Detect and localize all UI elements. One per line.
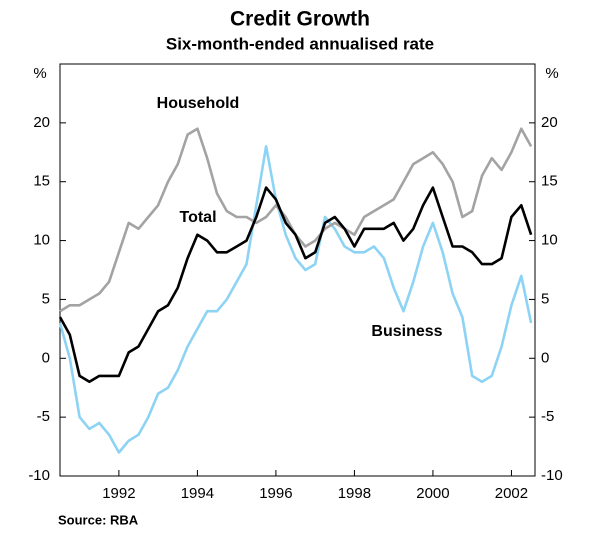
y2-tick-label: 15 [541,173,558,190]
series-line [58,186,533,384]
y-unit: % [33,65,46,82]
chart-subtitle: Six-month-ended annualised rate [166,34,434,53]
plot-frame [59,63,536,477]
series-line [59,127,533,313]
y2-tick-label: -5 [541,408,554,425]
chart-title: Credit Growth [230,8,370,31]
y-tick-label: 5 [42,290,50,307]
y-tick-label: 0 [42,349,50,366]
x-tick-label: 2002 [495,485,528,502]
y2-tick-label: 10 [541,232,558,249]
y-tick-label: 15 [33,173,50,190]
x-tick-label: 2000 [416,485,449,502]
y2-tick-label: -10 [541,467,563,484]
series-label: Total [179,209,216,226]
y2-tick-label: 20 [541,114,558,131]
y2-tick-label: 5 [541,290,549,307]
x-tick-label: 1994 [181,485,214,502]
y-tick-label: 10 [33,232,50,249]
series-label: Business [371,323,442,340]
y2-unit: % [545,65,558,82]
x-tick-label: 1998 [338,485,371,502]
source-note: Source: RBA [58,512,139,527]
y-tick-label: -5 [37,408,50,425]
x-tick-label: 1996 [259,485,292,502]
x-tick-label: 1992 [102,485,135,502]
y2-tick-label: 0 [541,349,549,366]
series-line [58,145,533,454]
y-tick-label: 20 [33,114,50,131]
series-label: Household [157,95,240,112]
y-tick-label: -10 [28,467,50,484]
